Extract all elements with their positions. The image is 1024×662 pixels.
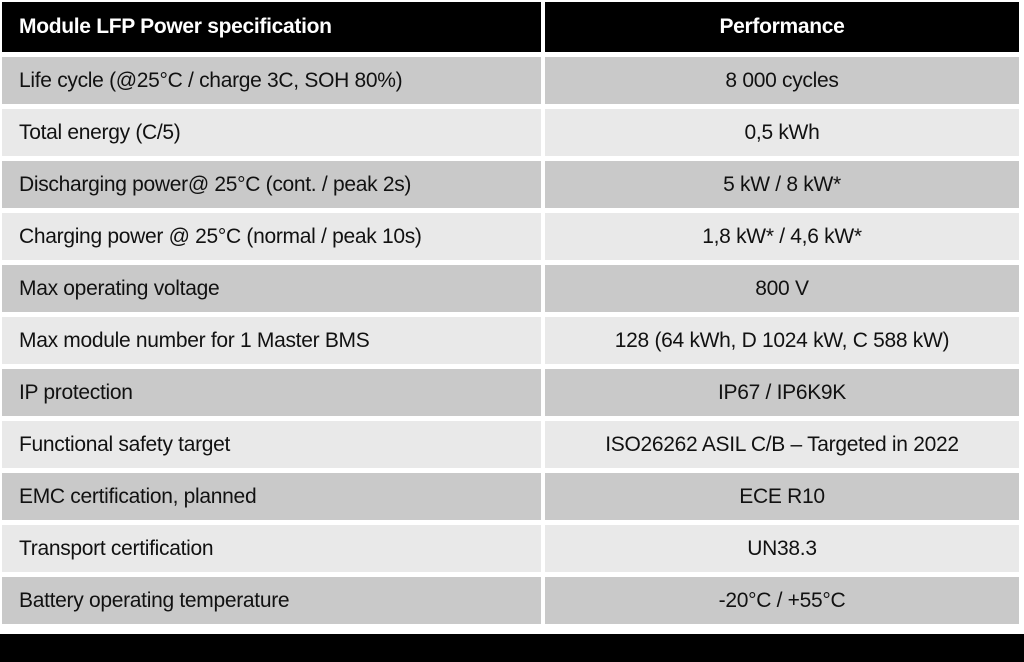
table-header-row: Module LFP Power specification Performan… (2, 2, 1019, 52)
value-cell: -20°C / +55°C (545, 577, 1019, 624)
spec-cell: Transport certification (2, 525, 541, 572)
spec-row-discharging-power: Discharging power@ 25°C (cont. / peak 2s… (2, 161, 1019, 208)
value-cell: 800 V (545, 265, 1019, 312)
spec-row-max-voltage: Max operating voltage 800 V (2, 265, 1019, 312)
value-cell: 8 000 cycles (545, 57, 1019, 104)
value-cell: UN38.3 (545, 525, 1019, 572)
value-cell: 1,8 kW* / 4,6 kW* (545, 213, 1019, 260)
spec-cell: Battery operating temperature (2, 577, 541, 624)
spec-cell: Max operating voltage (2, 265, 541, 312)
spec-cell: Max module number for 1 Master BMS (2, 317, 541, 364)
spec-row-max-module-number: Max module number for 1 Master BMS 128 (… (2, 317, 1019, 364)
spec-cell: Functional safety target (2, 421, 541, 468)
value-cell: 0,5 kWh (545, 109, 1019, 156)
spec-table: Module LFP Power specification Performan… (2, 2, 1019, 629)
spec-row-emc-certification: EMC certification, planned ECE R10 (2, 473, 1019, 520)
spec-cell: Discharging power@ 25°C (cont. / peak 2s… (2, 161, 541, 208)
spec-cell: Life cycle (@25°C / charge 3C, SOH 80%) (2, 57, 541, 104)
spec-row-life-cycle: Life cycle (@25°C / charge 3C, SOH 80%) … (2, 57, 1019, 104)
spec-row-total-energy: Total energy (C/5) 0,5 kWh (2, 109, 1019, 156)
spec-cell: Charging power @ 25°C (normal / peak 10s… (2, 213, 541, 260)
value-cell: 5 kW / 8 kW* (545, 161, 1019, 208)
value-cell: IP67 / IP6K9K (545, 369, 1019, 416)
spec-row-ip-protection: IP protection IP67 / IP6K9K (2, 369, 1019, 416)
header-spec-column: Module LFP Power specification (2, 2, 541, 52)
spec-cell: IP protection (2, 369, 541, 416)
value-cell: ISO26262 ASIL C/B – Targeted in 2022 (545, 421, 1019, 468)
value-cell: ECE R10 (545, 473, 1019, 520)
footer-bar (0, 634, 1024, 662)
spec-row-transport-certification: Transport certification UN38.3 (2, 525, 1019, 572)
header-performance-column: Performance (545, 2, 1019, 52)
spec-row-charging-power: Charging power @ 25°C (normal / peak 10s… (2, 213, 1019, 260)
spec-cell: EMC certification, planned (2, 473, 541, 520)
spec-row-battery-temperature: Battery operating temperature -20°C / +5… (2, 577, 1019, 624)
value-cell: 128 (64 kWh, D 1024 kW, C 588 kW) (545, 317, 1019, 364)
spec-cell: Total energy (C/5) (2, 109, 541, 156)
spec-row-functional-safety: Functional safety target ISO26262 ASIL C… (2, 421, 1019, 468)
